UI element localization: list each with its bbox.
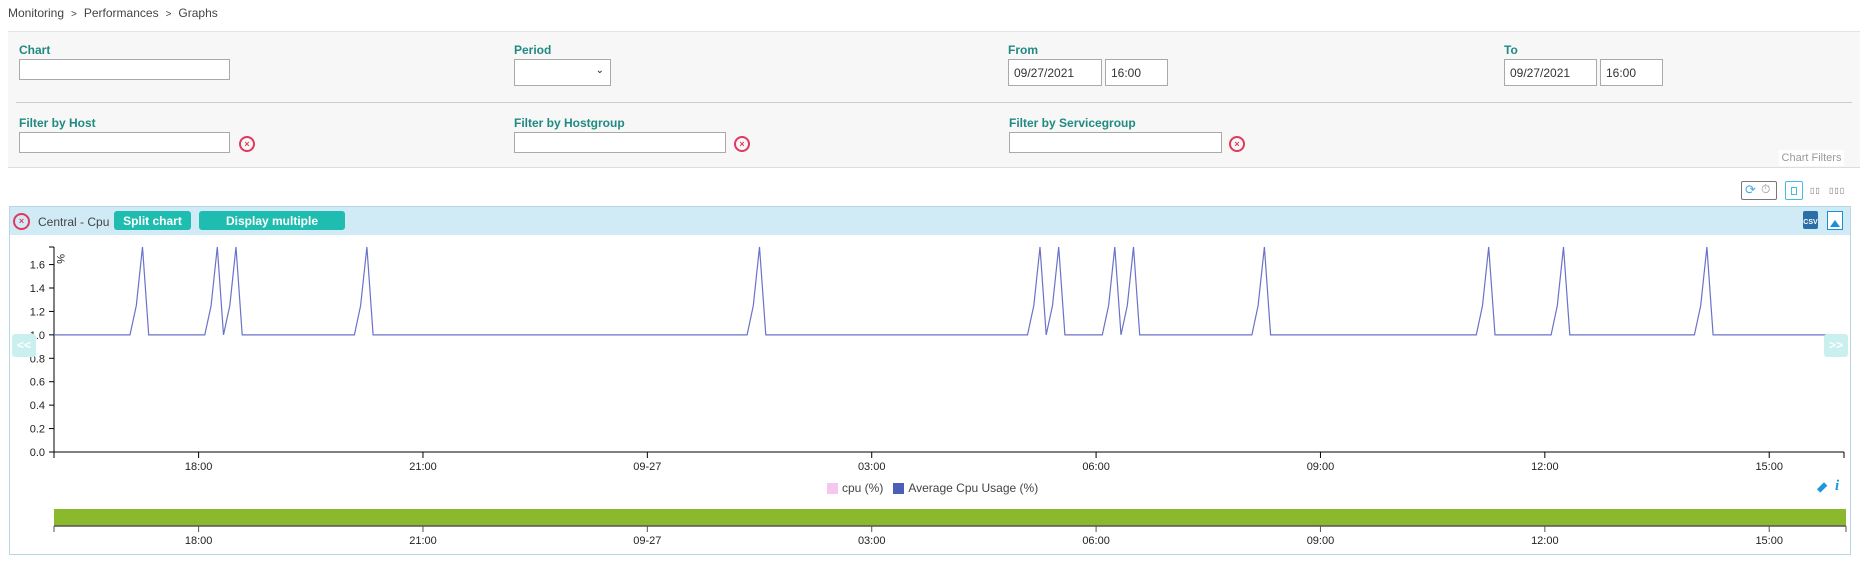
breadcrumb-performances[interactable]: Performances <box>83 6 159 20</box>
y-axis-label: % <box>54 254 66 264</box>
navigator-tick-label: 03:00 <box>858 535 886 547</box>
refresh-icon[interactable]: ⟳ <box>1745 182 1756 197</box>
to-label: To <box>1504 43 1518 57</box>
x-tick-label: 15:00 <box>1755 461 1783 473</box>
from-label: From <box>1008 43 1038 57</box>
layout-2-columns-icon[interactable]: ▯▯ <box>1810 186 1821 195</box>
host-filter-label: Filter by Host <box>19 116 96 130</box>
host-filter-input[interactable] <box>19 132 230 153</box>
clear-servicegroup-icon[interactable]: × <box>1229 136 1245 152</box>
breadcrumb-monitoring[interactable]: Monitoring <box>8 6 65 20</box>
y-tick-label: 0.0 <box>30 447 45 459</box>
breadcrumb-separator: > <box>165 9 172 20</box>
series-layer <box>54 246 1844 336</box>
x-tick-label: 03:00 <box>858 461 886 473</box>
navigator-tick-label: 06:00 <box>1082 535 1110 547</box>
timer-icon[interactable]: ⏱ <box>1761 182 1771 196</box>
legend-swatch-average <box>893 482 905 494</box>
display-multiple-periods-button[interactable]: Display multiple periods <box>199 211 345 247</box>
y-tick-label: 1.4 <box>30 283 45 295</box>
legend-swatch-cpu <box>827 482 838 494</box>
clear-hostgroup-icon[interactable]: × <box>734 136 750 152</box>
export-image-icon[interactable] <box>1827 211 1843 230</box>
filters-panel <box>8 31 1860 168</box>
to-time-input[interactable] <box>1600 59 1663 86</box>
navigator-tick-label: 09:00 <box>1307 535 1335 547</box>
y-tick-label: 0.2 <box>30 424 45 436</box>
chart-panel <box>9 206 1851 555</box>
x-tick-label: 09-27 <box>633 461 661 473</box>
chart-label: Chart <box>19 43 51 57</box>
navigator[interactable]: 18:00 21:00 09-27 03:00 06:00 09:00 12:00 15:00 <box>53 509 1847 547</box>
from-time-input[interactable] <box>1105 59 1168 86</box>
x-tick-label: 12:00 <box>1531 461 1559 473</box>
remove-chart-icon[interactable]: × <box>13 213 30 230</box>
previous-period-button[interactable]: << <box>12 334 36 357</box>
x-axis: 18:00 21:00 09-27 03:00 06:00 09:00 12:00 15:00 <box>53 451 1845 473</box>
hostgroup-filter-input[interactable] <box>514 132 726 153</box>
x-tick-label: 06:00 <box>1082 461 1110 473</box>
servicegroup-filter-input[interactable] <box>1009 132 1222 153</box>
period-select[interactable]: ⌄ <box>514 59 611 86</box>
from-date-input[interactable] <box>1008 59 1102 86</box>
y-tick-label: 1.6 <box>30 260 45 272</box>
y-tick-label: 0.6 <box>30 377 45 389</box>
breadcrumb-graphs[interactable]: Graphs <box>178 6 218 20</box>
breadcrumb: Monitoring > Performances > Graphs <box>8 6 218 20</box>
x-tick-label: 18:00 <box>185 461 213 473</box>
chart-input[interactable] <box>19 59 230 80</box>
layout-3-columns-icon[interactable]: ▯▯▯ <box>1829 186 1846 195</box>
navigator-tick-label: 18:00 <box>185 535 213 547</box>
layout-1-column-icon[interactable] <box>1785 181 1803 200</box>
hostgroup-filter-label: Filter by Hostgroup <box>514 116 625 130</box>
legend: cpu (%) Average Cpu Usage (%) <box>827 481 1038 495</box>
legend-item-average[interactable]: Average Cpu Usage (%) <box>908 481 1039 495</box>
navigator-range-bar <box>54 509 1846 526</box>
filters-divider <box>16 102 1852 103</box>
y-tick-label: 0.4 <box>30 400 45 412</box>
next-period-button[interactable]: >> <box>1824 334 1848 357</box>
legend-item-cpu[interactable]: cpu (%) <box>842 481 884 495</box>
to-date-input[interactable] <box>1504 59 1597 86</box>
breadcrumb-separator: > <box>71 9 77 20</box>
chevron-down-icon: ⌄ <box>595 65 604 76</box>
refresh-group: ⟳ ⏱ <box>1741 181 1777 200</box>
x-tick-label: 21:00 <box>409 461 437 473</box>
period-label: Period <box>514 43 552 57</box>
x-tick-label: 09:00 <box>1307 461 1335 473</box>
export-csv-icon[interactable]: CSV <box>1803 211 1818 229</box>
chart-filters-tab[interactable]: Chart Filters <box>1779 150 1844 166</box>
info-icon[interactable]: i <box>1835 478 1840 494</box>
chart-title: Central - Cpu <box>38 215 110 229</box>
split-chart-button[interactable]: Split chart <box>114 211 191 230</box>
navigator-tick-label: 15:00 <box>1755 535 1783 547</box>
series-line-average-cpu <box>54 246 1844 336</box>
navigator-tick-label: 09-27 <box>633 535 661 547</box>
y-tick-label: 1.2 <box>30 306 45 318</box>
navigator-tick-label: 21:00 <box>409 535 437 547</box>
navigator-tick-label: 12:00 <box>1531 535 1559 547</box>
clear-host-icon[interactable]: × <box>239 136 255 152</box>
servicegroup-filter-label: Filter by Servicegroup <box>1009 116 1136 130</box>
